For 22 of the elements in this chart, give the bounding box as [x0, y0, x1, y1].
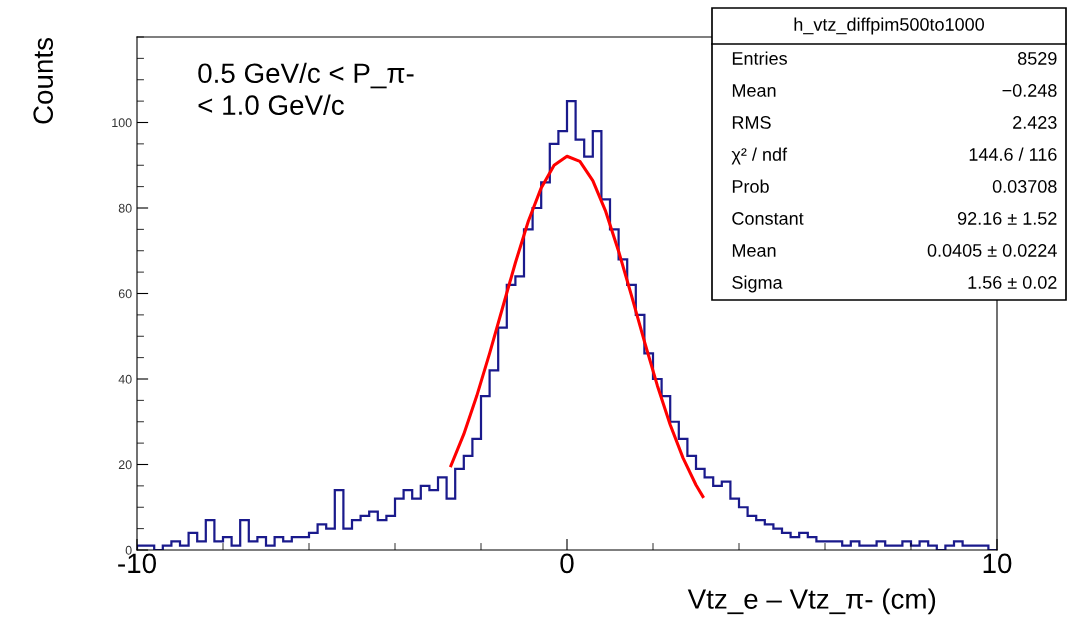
x-tick-label: 10 — [983, 553, 1012, 574]
y-tick-label: 20 — [118, 460, 132, 470]
text: RMS 2.423 — [732, 116, 1057, 129]
y-tick-label: 80 — [118, 203, 132, 213]
annotation: 0.5 GeV/c < P_π- < 1.0 GeV/c — [198, 62, 414, 115]
chart-title: h_vtz_diffpim500to1000 — [794, 17, 985, 35]
x-axis-title: Vtz_e – Vtz_π- (cm) — [687, 588, 936, 615]
text: Mean 0.0405 ± 0.0224 — [732, 244, 1057, 257]
text: χ² / ndf 144.6 / 116 — [731, 147, 1057, 165]
line-series — [449, 154, 705, 499]
y-axis-title: Counts — [33, 38, 54, 124]
text: Constant 92.16 ± 1.52 — [732, 212, 1057, 225]
x-tick-label: 0 — [560, 553, 574, 574]
text: Mean −0.248 — [732, 84, 1057, 97]
y-tick-label: 0 — [125, 545, 132, 555]
y-tick-label: 100 — [112, 118, 132, 128]
text: Prob 0.03708 — [732, 179, 1057, 193]
y-tick-label: 60 — [118, 289, 132, 299]
text: Sigma 1.56 ± 0.02 — [732, 275, 1057, 293]
x-tick-label: -10 — [118, 553, 156, 574]
text: Entries 8529 — [732, 51, 1057, 65]
y-tick-label: 40 — [118, 374, 132, 384]
